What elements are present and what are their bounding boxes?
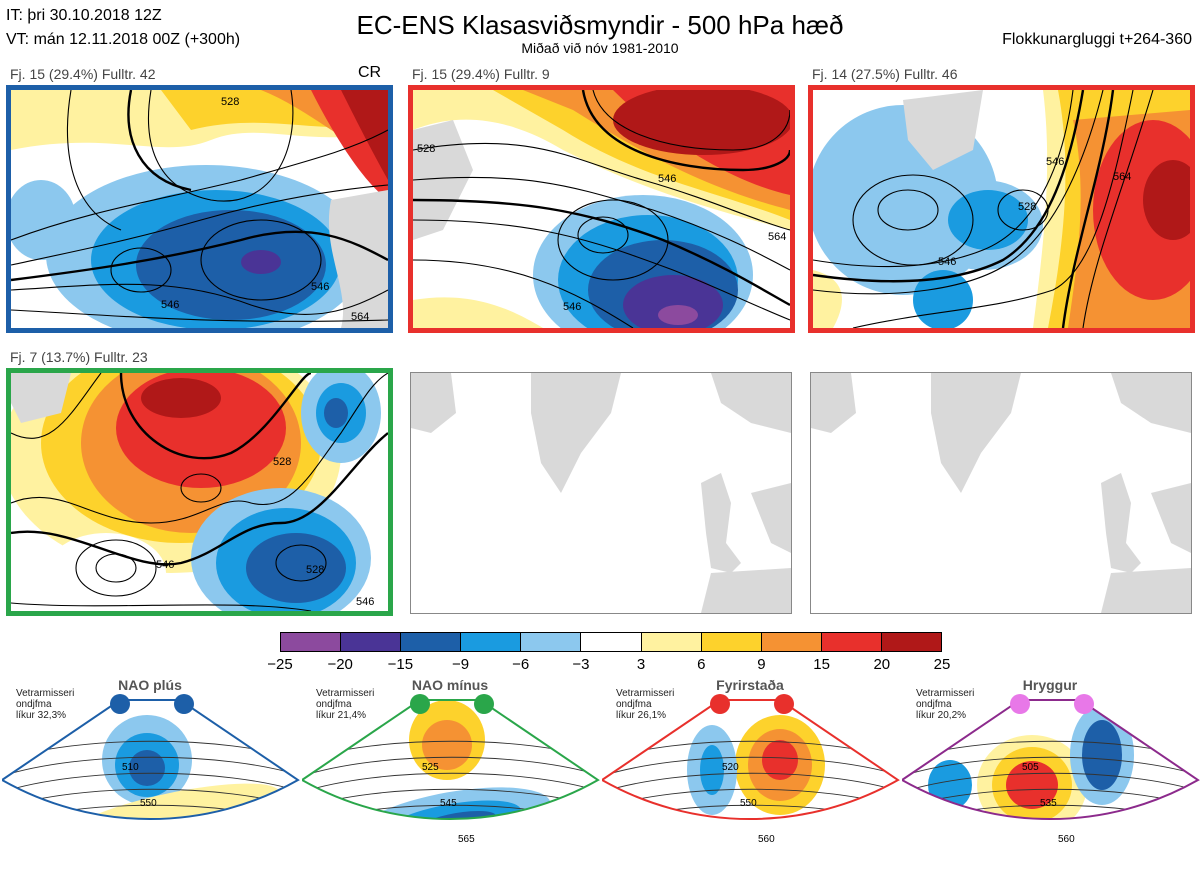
regime-fan-map: 510 550 — [2, 694, 300, 821]
colorbar-tick-label: 9 — [757, 656, 766, 673]
colorbar-tick-label: 20 — [873, 656, 891, 673]
regime-fan-map: 525 545 565 — [302, 694, 600, 845]
regime-contour-label: 510 — [122, 762, 139, 773]
contour-label: 528 — [417, 143, 435, 155]
colorbar-tick-label: −6 — [512, 656, 530, 673]
cluster-map-2: 528 546 564 546 — [408, 85, 795, 333]
regime-name: Hryggur — [1022, 677, 1078, 693]
panel-1-label: Fj. 15 (29.4%) Fulltr. 42 — [10, 66, 156, 82]
colorbar-tick-label: 6 — [697, 656, 706, 673]
regime-contour-label: 520 — [722, 762, 739, 773]
colorbar-swatch — [641, 633, 702, 651]
panel-3-label: Fj. 14 (27.5%) Fulltr. 46 — [812, 66, 958, 82]
panel-2-label: Fj. 15 (29.4%) Fulltr. 9 — [412, 66, 550, 82]
regime-name: Fyrirstaða — [716, 677, 784, 693]
regime-marker-dot — [1010, 694, 1030, 714]
colorbar-tick-label: −15 — [387, 656, 414, 673]
regime-info: Vetrarmisseri ondjfma líkur 20,2% — [916, 688, 975, 721]
regime-fan-map: 505 535 560 — [902, 694, 1200, 845]
cluster-map-empty-2 — [810, 372, 1192, 614]
contour-label: 546 — [938, 256, 956, 268]
regime-contour-label: 545 — [440, 798, 457, 809]
colorbar-swatch — [761, 633, 822, 651]
regime-info: Vetrarmisseri ondjfma líkur 26,1% — [616, 688, 675, 721]
regime-marker-dot — [110, 694, 130, 714]
regime-marker-dot — [410, 694, 430, 714]
regime-contour-label: 505 — [1022, 762, 1039, 773]
contour-label: 528 — [306, 564, 324, 576]
regime-fan-map: 520 550 560 — [602, 694, 900, 845]
cluster-map-empty-1 — [410, 372, 792, 614]
regime-contour-label: 565 — [458, 834, 475, 845]
contour-label: 564 — [768, 231, 786, 243]
regime-contour-label: 560 — [758, 834, 775, 845]
regime-contour-label: 525 — [422, 762, 439, 773]
colorbar-tick-label: −20 — [327, 656, 353, 673]
contour-label: 546 — [356, 596, 374, 608]
regime-contour-label: 550 — [740, 798, 757, 809]
colorbar-swatch — [341, 633, 402, 651]
regime-marker-dot — [474, 694, 494, 714]
colorbar-swatch — [881, 633, 942, 651]
colorbar-swatch — [581, 633, 642, 651]
panel-1-extra: CR — [358, 64, 382, 81]
colorbar-swatch — [461, 633, 522, 651]
colorbar-swatch — [521, 633, 582, 651]
colorbar-swatch — [701, 633, 762, 651]
valid-time: VT: mán 12.11.2018 00Z (+300h) — [6, 31, 241, 48]
regime-info: Vetrarmisseri ondjfma líkur 21,4% — [316, 688, 375, 721]
regime-info: Vetrarmisseri ondjfma líkur 32,3% — [16, 688, 75, 721]
contour-label: 528 — [1018, 201, 1036, 213]
regime-marker-dot — [174, 694, 194, 714]
issue-time: IT: þri 30.10.2018 12Z — [6, 7, 162, 24]
page-subtitle: Miðað við nóv 1981-2010 — [521, 40, 679, 56]
panel-4-label: Fj. 7 (13.7%) Fulltr. 23 — [10, 349, 148, 365]
contour-label: 546 — [563, 301, 581, 313]
regime-marker-dot — [774, 694, 794, 714]
contour-label: 546 — [658, 173, 676, 185]
regime-marker-dot — [1074, 694, 1094, 714]
cluster-map-4: 528 546 528 546 — [6, 368, 393, 616]
contour-label: 564 — [351, 311, 369, 323]
colorbar-tick-label: −3 — [572, 656, 590, 673]
contour-label: 546 — [161, 299, 179, 311]
colorbar-tick-label: −25 — [267, 656, 293, 673]
colorbar-swatch — [281, 633, 342, 651]
colorbar-swatch — [401, 633, 462, 651]
regime-marker-dot — [710, 694, 730, 714]
colorbar-swatch — [821, 633, 882, 651]
colorbar-tick-label: −9 — [451, 656, 470, 673]
regime-name: NAO mínus — [411, 677, 489, 693]
anomaly-colorbar — [280, 632, 942, 652]
cluster-map-1: 546 528 546 564 — [6, 85, 393, 333]
regime-name: NAO plús — [118, 677, 182, 693]
cluster-map-3: 546 564 528 546 — [808, 85, 1195, 333]
classification-window: Flokkunargluggi t+264-360 — [1002, 31, 1192, 48]
colorbar-tick-label: 3 — [636, 656, 646, 673]
page-title: EC-ENS Klasasviðsmyndir - 500 hPa hæð — [356, 10, 844, 40]
colorbar-tick-label: 15 — [813, 656, 830, 673]
contour-label: 546 — [1046, 156, 1064, 168]
colorbar-tick-label: 25 — [933, 656, 951, 673]
contour-label: 546 — [156, 559, 174, 571]
regime-contour-label: 560 — [1058, 834, 1075, 845]
contour-label: 528 — [221, 96, 239, 108]
regime-contour-label: 550 — [140, 798, 157, 809]
contour-label: 546 — [311, 281, 329, 293]
contour-label: 564 — [1113, 171, 1131, 183]
contour-label: 528 — [273, 456, 291, 468]
regime-contour-label: 535 — [1040, 798, 1057, 809]
